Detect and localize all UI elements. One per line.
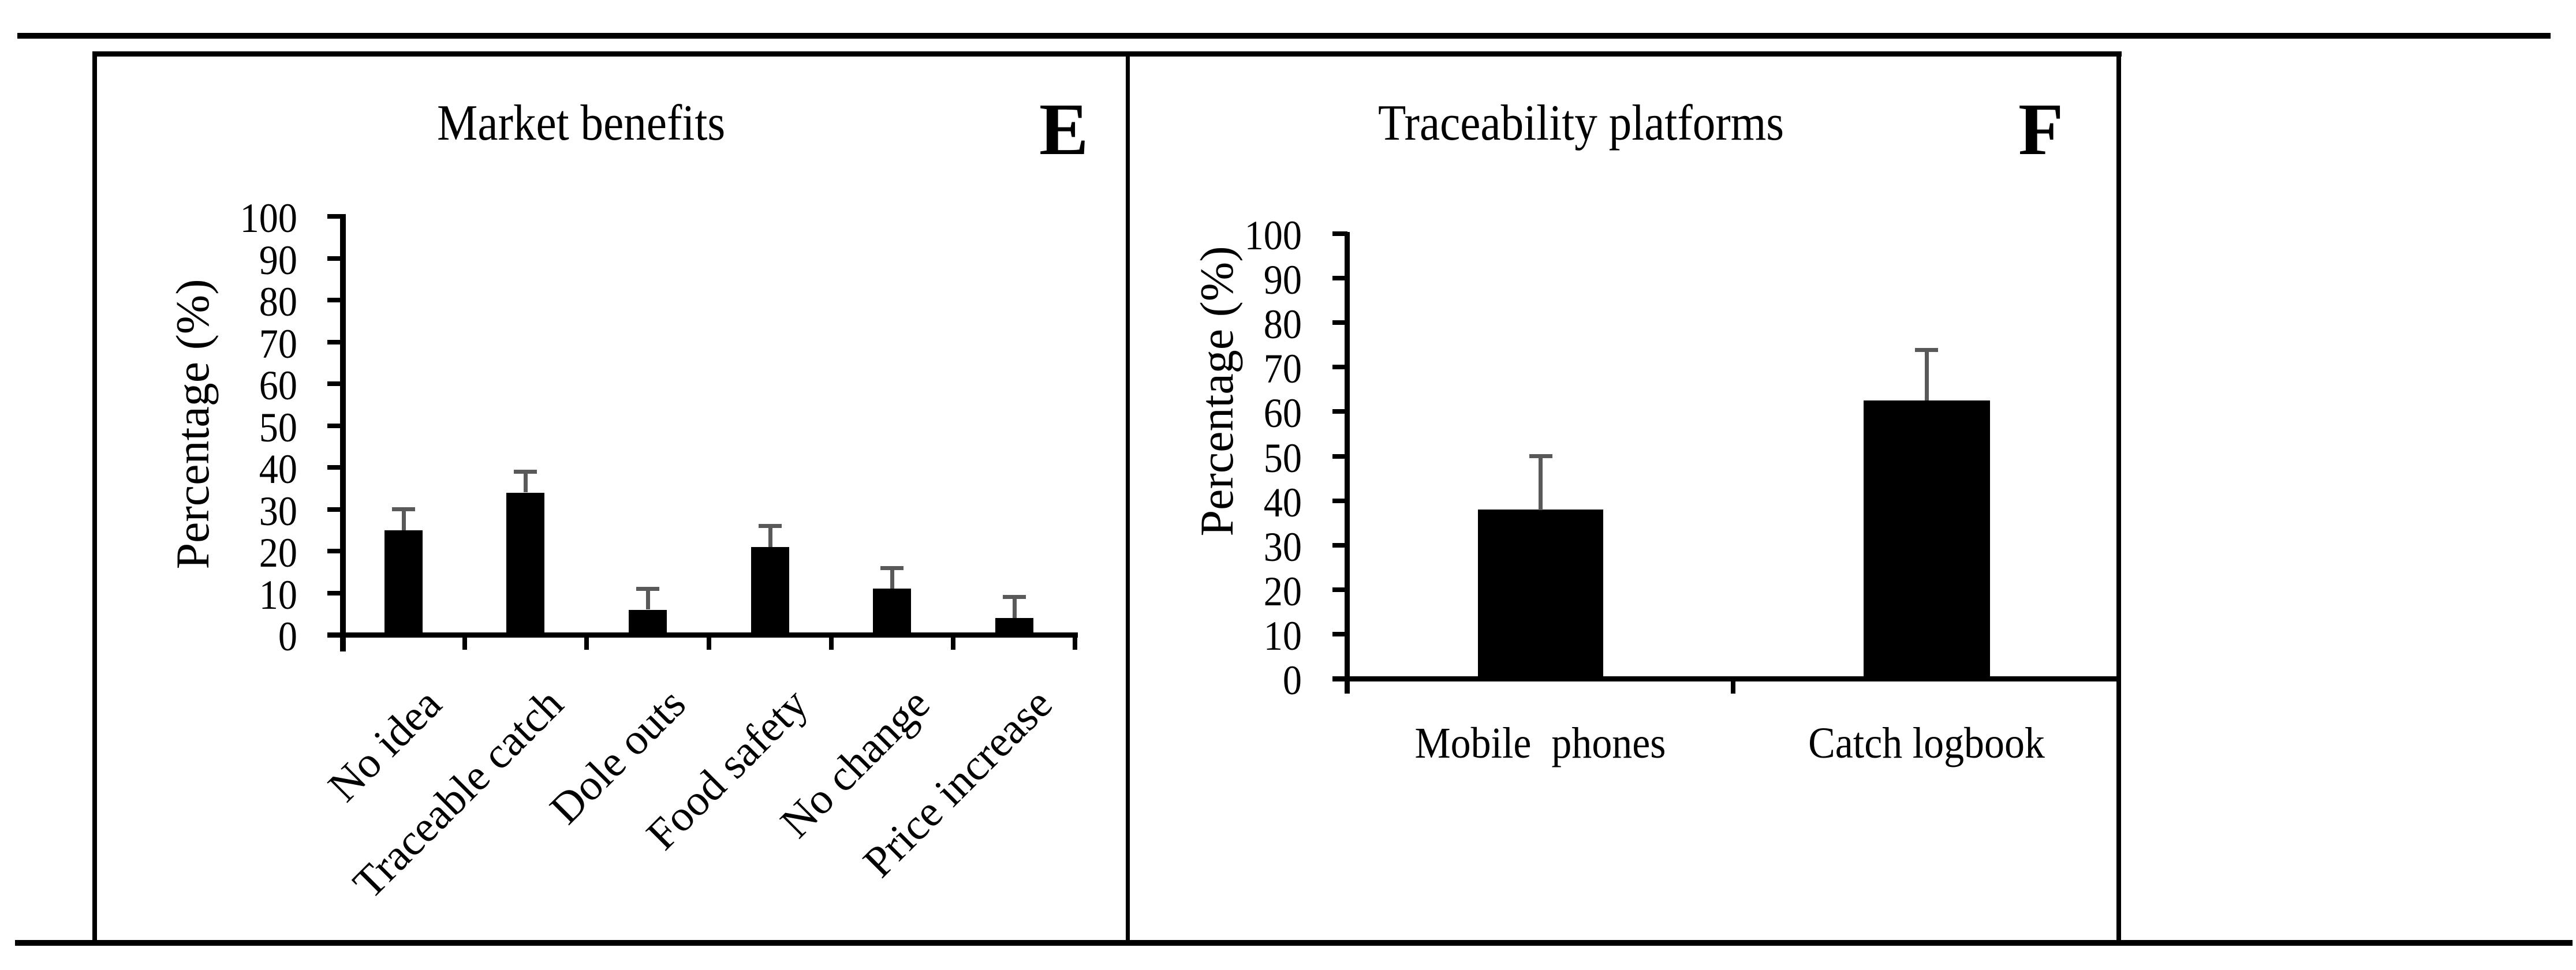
panel-letter: E: [1039, 88, 1089, 170]
y-tick: [327, 632, 342, 637]
y-tick: [1332, 631, 1347, 636]
y-tick-label: 40: [259, 446, 297, 492]
table-top-rule: [17, 33, 2551, 39]
bar-dole-outs: [629, 609, 667, 635]
y-tick-label: 20: [259, 530, 297, 576]
y-tick-label: 90: [1263, 257, 1302, 304]
panel-box-right: [2116, 51, 2121, 943]
y-tick: [1332, 454, 1347, 459]
y-tick: [1332, 542, 1347, 548]
y-tick-label: 30: [259, 488, 297, 534]
y-tick-label: 50: [1263, 435, 1302, 481]
y-tick: [327, 507, 342, 512]
error-bar: [1539, 456, 1543, 510]
error-bar: [401, 509, 406, 530]
panel-letter: F: [2018, 88, 2064, 170]
y-tick: [327, 465, 342, 470]
y-axis: [340, 214, 346, 651]
y-tick: [327, 298, 342, 302]
x-tick: [707, 635, 711, 650]
y-tick-label: 100: [1244, 212, 1302, 259]
bar-no-change: [873, 589, 911, 635]
error-bar-cap: [1003, 595, 1026, 599]
error-bar-cap: [1915, 348, 1938, 352]
y-tick: [1332, 365, 1347, 370]
y-tick-label: 30: [1263, 523, 1302, 570]
y-tick-label: 40: [1263, 479, 1302, 526]
y-tick-label: 90: [259, 237, 297, 283]
y-axis: [1345, 232, 1350, 694]
x-tick: [829, 635, 834, 650]
chart-title: Market benefits: [437, 95, 726, 151]
y-tick: [327, 423, 342, 428]
y-tick-label: 80: [1263, 301, 1302, 348]
error-bar-cap: [880, 566, 904, 570]
y-tick-label: 10: [259, 571, 297, 618]
bar-food-safety: [751, 546, 789, 635]
y-tick: [327, 256, 342, 261]
x-tick: [341, 635, 345, 650]
error-bar-cap: [514, 470, 537, 474]
error-bar-cap: [1529, 454, 1552, 458]
y-tick-label: 70: [259, 320, 297, 367]
error-bar-cap: [759, 524, 782, 528]
y-tick-label: 60: [1263, 390, 1302, 437]
y-tick-label: 0: [1282, 657, 1302, 703]
error-bar: [1924, 349, 1929, 400]
y-tick-label: 70: [1263, 346, 1302, 392]
y-tick: [1332, 276, 1347, 281]
x-tick: [462, 635, 467, 650]
y-tick-label: 80: [259, 279, 297, 325]
bar-no-idea: [384, 530, 423, 635]
bar-catch-logbook: [1864, 400, 1990, 679]
x-tick: [951, 635, 955, 650]
error-bar-cap: [392, 507, 415, 511]
x-tick-label: Mobile phones: [1414, 719, 1666, 767]
y-axis-label: Percentage (%): [166, 279, 219, 570]
y-tick-label: 20: [1263, 568, 1302, 615]
table-bottom-rule: [15, 940, 2573, 946]
panel-divider: [1126, 51, 1130, 943]
y-tick: [327, 339, 342, 344]
y-tick: [327, 381, 342, 386]
y-tick: [1332, 409, 1347, 414]
x-tick-label: Catch logbook: [1808, 719, 2045, 767]
error-bar: [890, 568, 894, 589]
y-tick: [1332, 587, 1347, 592]
y-tick: [1332, 498, 1347, 503]
error-bar: [645, 589, 650, 610]
x-tick: [584, 635, 589, 650]
error-bar-cap: [636, 587, 659, 591]
x-tick-label: Traceable catch: [344, 679, 573, 908]
y-tick-label: 100: [240, 195, 297, 241]
bar-price-increase: [995, 618, 1033, 635]
y-tick-label: 0: [278, 613, 297, 660]
error-bar: [1012, 597, 1017, 618]
y-tick-label: 60: [259, 362, 297, 409]
x-axis: [327, 632, 1078, 638]
panel-box-left: [92, 51, 97, 943]
y-tick: [327, 549, 342, 553]
panel-box-top: [92, 51, 2122, 57]
chart-title: Traceability platforms: [1378, 95, 1784, 151]
error-bar: [768, 526, 772, 547]
y-tick: [327, 590, 342, 596]
y-tick-label: 50: [259, 404, 297, 451]
y-tick: [1332, 231, 1347, 236]
y-tick: [1332, 676, 1347, 681]
x-tick: [1073, 635, 1077, 650]
error-bar: [523, 471, 528, 493]
y-tick: [327, 214, 342, 219]
x-tick: [1731, 679, 1735, 694]
bar-traceable-catch: [506, 492, 544, 635]
bar-mobile-phones: [1478, 510, 1603, 679]
y-tick: [1332, 320, 1347, 325]
y-tick-label: 10: [1263, 612, 1302, 659]
x-axis: [1332, 676, 2119, 681]
